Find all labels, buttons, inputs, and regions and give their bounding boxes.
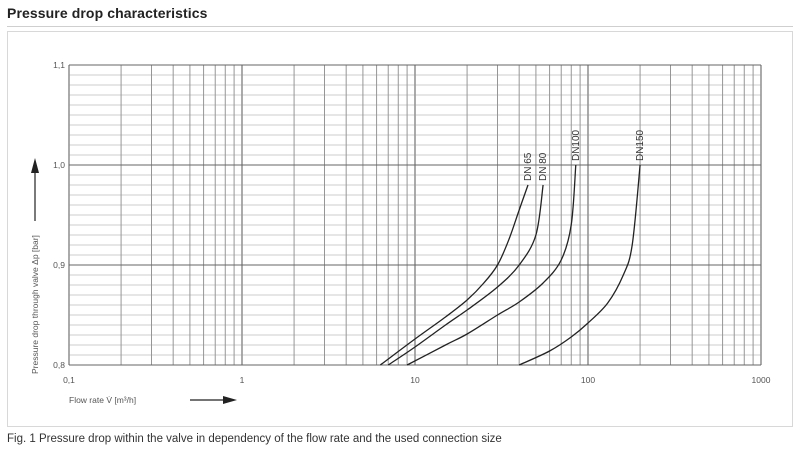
y-tick-label: 1,0	[53, 160, 65, 170]
x-tick-label: 10	[410, 375, 420, 385]
y-tick-label: 1,1	[53, 60, 65, 70]
y-axis-label-group: Pressure drop through valve Δp [bar]	[30, 235, 40, 374]
x-tick-label: 0,1	[63, 375, 75, 385]
x-tick-label: 1000	[752, 375, 771, 385]
page-title: Pressure drop characteristics	[7, 5, 208, 21]
chart-frame	[7, 31, 793, 427]
x-axis-label: Flow rate V̇ [m³/h]	[69, 395, 136, 405]
x-tick-label: 1	[240, 375, 245, 385]
series-label: DN150	[635, 129, 646, 161]
series-line-dn65	[379, 184, 529, 366]
figure-caption: Fig. 1 Pressure drop within the valve in…	[7, 433, 502, 445]
x-axis-arrow	[190, 396, 237, 404]
y-tick-label: 0,9	[53, 260, 65, 270]
series-line-dn80	[387, 184, 544, 366]
y-axis-arrow	[31, 158, 39, 221]
series-label: DN100	[571, 129, 582, 161]
series-line-dn100	[406, 164, 577, 366]
y-tick-label: 0,8	[53, 360, 65, 370]
series-line-dn150	[518, 164, 641, 366]
y-axis-label: Pressure drop through valve Δp [bar]	[30, 235, 40, 374]
title-divider	[7, 26, 793, 27]
series-label: DN 65	[523, 152, 534, 181]
pressure-drop-chart: 0,1 1 10 100 1000 0,8 0,9 1,0 1,1 DN 65 DN 80 DN10…	[30, 60, 771, 405]
series-label: DN 80	[538, 152, 549, 181]
x-tick-label: 100	[581, 375, 595, 385]
